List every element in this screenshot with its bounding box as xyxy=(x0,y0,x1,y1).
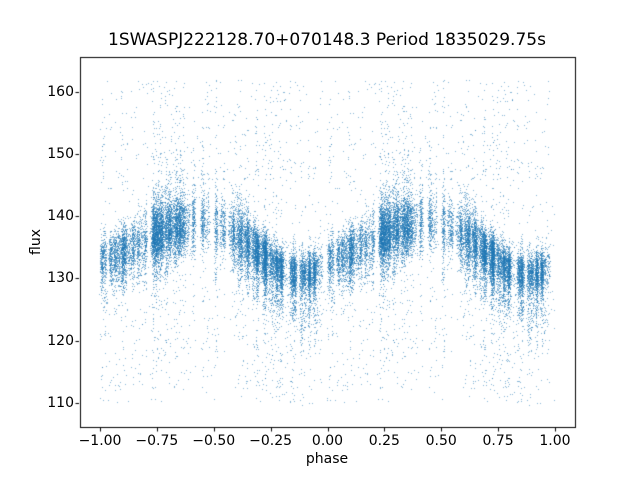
chart-title: 1SWASPJ222128.70+070148.3 Period 1835029… xyxy=(108,30,546,50)
y-tick-label: 120 xyxy=(47,332,74,349)
y-tick-label: 110 xyxy=(47,394,74,411)
y-tick-label: 150 xyxy=(47,146,74,162)
x-tick-label: 0.50 xyxy=(425,433,457,449)
x-tick-label: 0.75 xyxy=(482,433,514,449)
x-tick-label: −1.00 xyxy=(78,433,122,449)
y-tick-label: 130 xyxy=(47,270,74,287)
x-tick-label: 0.00 xyxy=(311,433,344,449)
x-tick-label: −0.75 xyxy=(135,433,179,449)
y-axis-label: flux xyxy=(28,229,44,255)
y-tick-label: 140 xyxy=(47,208,74,225)
x-tick-label: −0.50 xyxy=(192,433,236,449)
x-tick-label: 1.00 xyxy=(539,433,571,449)
x-tick-label: 0.25 xyxy=(368,433,400,449)
x-axis-label: phase xyxy=(305,451,349,467)
x-tick-label: −0.25 xyxy=(249,433,293,449)
y-tick-label: 160 xyxy=(47,83,74,100)
